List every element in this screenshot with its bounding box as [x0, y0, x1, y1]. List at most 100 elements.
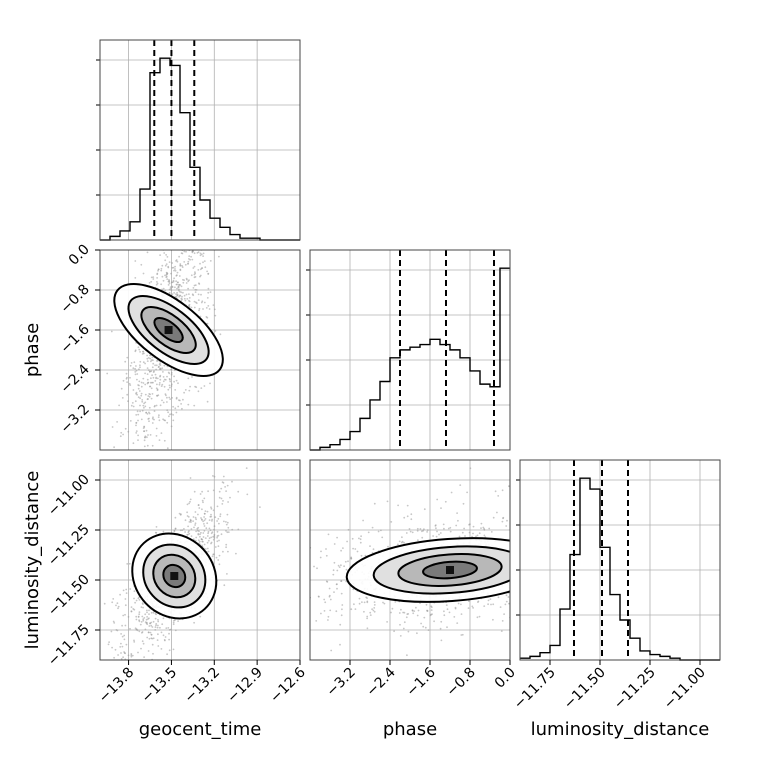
density-peak-geocent_time-vs-phase	[164, 326, 173, 334]
sample-point-phase-vs-luminosity_distance	[436, 498, 439, 501]
y-tick-label-phase-3: −0.8	[57, 282, 92, 317]
sample-point-phase-vs-luminosity_distance	[537, 534, 539, 536]
sample-point-geocent_time-vs-luminosity_distance	[174, 629, 177, 632]
sample-point-geocent_time-vs-phase	[179, 399, 181, 402]
sample-point-geocent_time-vs-phase	[162, 371, 164, 373]
sample-point-geocent_time-vs-luminosity_distance	[162, 617, 165, 620]
sample-point-geocent_time-vs-phase	[183, 261, 186, 263]
sample-point-geocent_time-vs-luminosity_distance	[201, 544, 203, 547]
sample-point-geocent_time-vs-luminosity_distance	[210, 507, 213, 510]
sample-point-phase-vs-luminosity_distance	[533, 549, 535, 551]
sample-point-geocent_time-vs-phase	[166, 375, 168, 378]
sample-point-phase-vs-luminosity_distance	[419, 528, 422, 530]
sample-point-phase-vs-luminosity_distance	[447, 527, 450, 530]
sample-point-geocent_time-vs-luminosity_distance	[197, 504, 200, 506]
sample-point-geocent_time-vs-phase	[175, 293, 177, 295]
sample-point-phase-vs-luminosity_distance	[530, 520, 532, 522]
sample-point-phase-vs-luminosity_distance	[546, 579, 548, 581]
sample-point-phase-vs-luminosity_distance	[516, 590, 518, 592]
sample-point-geocent_time-vs-phase	[132, 442, 135, 445]
sample-point-geocent_time-vs-phase	[136, 378, 138, 381]
sample-point-phase-vs-luminosity_distance	[408, 528, 411, 530]
sample-point-phase-vs-luminosity_distance	[394, 601, 397, 603]
sample-point-phase-vs-luminosity_distance	[320, 550, 322, 553]
sample-point-phase-vs-luminosity_distance	[521, 532, 523, 534]
sample-point-phase-vs-luminosity_distance	[393, 630, 395, 633]
hist-bar-phase-11	[420, 345, 430, 450]
sample-point-geocent_time-vs-phase	[168, 288, 171, 291]
sample-point-geocent_time-vs-luminosity_distance	[190, 528, 193, 530]
sample-point-geocent_time-vs-phase	[129, 420, 132, 422]
sample-point-geocent_time-vs-phase	[143, 430, 146, 433]
sample-point-geocent_time-vs-phase	[170, 413, 173, 415]
sample-point-geocent_time-vs-luminosity_distance	[226, 521, 229, 524]
sample-point-phase-vs-luminosity_distance	[411, 531, 414, 534]
sample-point-geocent_time-vs-luminosity_distance	[206, 541, 209, 544]
sample-point-geocent_time-vs-luminosity_distance	[220, 497, 223, 500]
sample-point-geocent_time-vs-luminosity_distance	[245, 467, 248, 469]
sample-point-phase-vs-luminosity_distance	[589, 581, 591, 583]
sample-point-geocent_time-vs-luminosity_distance	[151, 643, 154, 646]
sample-point-geocent_time-vs-luminosity_distance	[187, 516, 190, 518]
sample-point-geocent_time-vs-phase	[195, 302, 198, 304]
sample-point-geocent_time-vs-luminosity_distance	[202, 536, 205, 538]
sample-point-geocent_time-vs-phase	[119, 435, 122, 438]
y-tick-label-phase-2: −1.6	[57, 321, 92, 356]
sample-point-geocent_time-vs-luminosity_distance	[172, 623, 175, 626]
sample-point-geocent_time-vs-luminosity_distance	[140, 606, 143, 609]
sample-point-geocent_time-vs-phase	[214, 314, 217, 317]
sample-point-geocent_time-vs-luminosity_distance	[184, 531, 187, 533]
sample-point-phase-vs-luminosity_distance	[366, 615, 369, 618]
sample-point-geocent_time-vs-luminosity_distance	[155, 531, 158, 534]
sample-point-phase-vs-luminosity_distance	[548, 595, 550, 597]
y-tick-label-phase-1: −2.4	[57, 361, 92, 396]
sample-point-geocent_time-vs-luminosity_distance	[94, 669, 96, 671]
sample-point-phase-vs-luminosity_distance	[387, 545, 389, 548]
sample-point-phase-vs-luminosity_distance	[423, 616, 426, 619]
sample-point-geocent_time-vs-phase	[178, 275, 181, 277]
sample-point-phase-vs-luminosity_distance	[490, 603, 492, 606]
sample-point-geocent_time-vs-phase	[186, 243, 188, 245]
sample-point-geocent_time-vs-phase	[161, 185, 163, 187]
sample-point-phase-vs-luminosity_distance	[372, 609, 375, 612]
sample-point-geocent_time-vs-phase	[134, 371, 137, 373]
sample-point-phase-vs-luminosity_distance	[533, 589, 535, 591]
sample-point-phase-vs-luminosity_distance	[512, 549, 514, 551]
sample-point-geocent_time-vs-luminosity_distance	[160, 648, 163, 650]
hist-bar-phase-17	[480, 384, 490, 450]
sample-point-geocent_time-vs-luminosity_distance	[216, 540, 219, 543]
sample-point-geocent_time-vs-luminosity_distance	[148, 617, 150, 620]
sample-point-geocent_time-vs-phase	[179, 263, 182, 265]
sample-point-geocent_time-vs-luminosity_distance	[156, 639, 159, 641]
sample-point-phase-vs-luminosity_distance	[533, 566, 535, 568]
sample-point-phase-vs-luminosity_distance	[514, 562, 516, 564]
sample-point-phase-vs-luminosity_distance	[530, 560, 532, 562]
sample-point-phase-vs-luminosity_distance	[477, 601, 479, 603]
sample-point-geocent_time-vs-phase	[176, 291, 179, 294]
sample-point-geocent_time-vs-luminosity_distance	[131, 654, 134, 657]
sample-point-geocent_time-vs-phase	[208, 308, 211, 310]
sample-point-geocent_time-vs-phase	[153, 418, 155, 421]
sample-point-geocent_time-vs-luminosity_distance	[192, 520, 195, 522]
sample-point-phase-vs-luminosity_distance	[646, 544, 648, 546]
sample-point-phase-vs-luminosity_distance	[410, 518, 413, 521]
sample-point-phase-vs-luminosity_distance	[360, 535, 362, 538]
sample-point-phase-vs-luminosity_distance	[716, 565, 718, 567]
sample-point-geocent_time-vs-phase	[202, 255, 205, 257]
sample-point-phase-vs-luminosity_distance	[358, 537, 360, 540]
sample-point-geocent_time-vs-phase	[193, 252, 196, 255]
sample-point-geocent_time-vs-luminosity_distance	[130, 653, 133, 655]
sample-point-geocent_time-vs-phase	[139, 366, 141, 369]
hist-bar-phase-6	[370, 400, 380, 450]
sample-point-phase-vs-luminosity_distance	[503, 613, 505, 615]
sample-point-geocent_time-vs-phase	[189, 241, 191, 243]
sample-point-phase-vs-luminosity_distance	[347, 528, 350, 531]
sample-point-geocent_time-vs-luminosity_distance	[227, 550, 229, 553]
sample-point-geocent_time-vs-phase	[148, 417, 150, 420]
sample-point-phase-vs-luminosity_distance	[292, 603, 294, 605]
hist-bar-geocent_time-4	[140, 189, 150, 240]
sample-point-geocent_time-vs-phase	[188, 237, 190, 239]
sample-point-geocent_time-vs-phase	[163, 439, 166, 442]
sample-point-phase-vs-luminosity_distance	[426, 609, 428, 612]
sample-point-phase-vs-luminosity_distance	[335, 610, 338, 613]
